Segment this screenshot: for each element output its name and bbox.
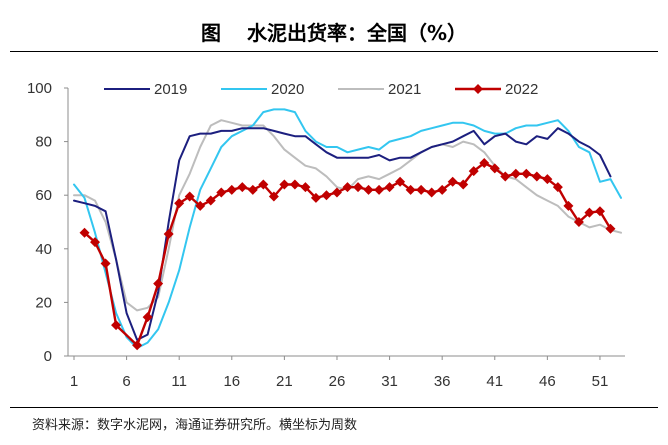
y-tick-label: 60	[35, 187, 52, 204]
series-point-2022	[247, 184, 258, 195]
series-point-2022	[279, 179, 290, 190]
series-point-2022	[584, 207, 595, 218]
series-point-2022	[310, 192, 321, 203]
series-point-2022	[489, 163, 500, 174]
series-point-2022	[132, 340, 143, 351]
series-point-2022	[510, 168, 521, 179]
series-point-2022	[395, 176, 406, 187]
series-point-2022	[153, 278, 164, 289]
series-point-2022	[79, 227, 90, 238]
figure-label: 图	[200, 20, 221, 45]
figure-title: 图 水泥出货率：全国（%）	[0, 16, 668, 46]
y-tick-label: 20	[35, 294, 52, 311]
series-line-2019	[73, 127, 612, 341]
x-tick-label: 6	[122, 373, 130, 390]
source-note: 资料来源：数字水泥网，海通证券研究所。横坐标为周数	[32, 418, 358, 433]
series-point-2022	[300, 182, 311, 193]
series-point-2022	[500, 171, 511, 182]
series-point-2022	[289, 179, 300, 190]
series-point-2022	[531, 171, 542, 182]
legend-label-2022: 2022	[505, 81, 538, 98]
x-tick-label: 36	[434, 373, 451, 390]
series-point-2022	[416, 184, 427, 195]
series-point-2022	[321, 190, 332, 201]
series-point-2022	[594, 206, 605, 217]
legend-label-2021: 2021	[388, 81, 421, 98]
series-point-2022	[563, 200, 574, 211]
series-point-2022	[195, 200, 206, 211]
series-point-2022	[437, 184, 448, 195]
series-point-2022	[447, 176, 458, 187]
series-point-2022	[542, 174, 553, 185]
x-tick-label: 16	[223, 373, 240, 390]
series-lines	[73, 108, 622, 351]
x-tick-label: 31	[381, 373, 398, 390]
series-point-2022	[237, 182, 248, 193]
series-point-2022	[142, 312, 153, 323]
series-point-2022	[353, 182, 364, 193]
series-point-2022	[100, 258, 111, 269]
series-point-2022	[90, 237, 101, 248]
series-point-2022	[184, 191, 195, 202]
x-tick-label: 41	[486, 373, 503, 390]
series-point-2022	[426, 187, 437, 198]
legend: 2019 2020 2021 2022	[104, 81, 538, 98]
y-tick-label: 0	[44, 348, 52, 365]
chart-title: 水泥出货率：全国（%）	[246, 20, 468, 45]
series-point-2022	[258, 179, 269, 190]
series-point-2022	[331, 187, 342, 198]
x-tick-label: 21	[276, 373, 293, 390]
series-point-2022	[342, 182, 353, 193]
legend-label-2019: 2019	[154, 81, 187, 98]
series-point-2022	[205, 195, 216, 206]
series-point-2022	[605, 223, 616, 234]
legend-marker-2022	[473, 84, 483, 94]
series-point-2022	[458, 179, 469, 190]
y-tick-label: 80	[35, 134, 52, 151]
series-point-2022	[216, 187, 227, 198]
x-tick-label: 51	[592, 373, 609, 390]
y-tick-label: 40	[35, 241, 52, 258]
series-line-2020	[73, 108, 622, 349]
series-point-2022	[573, 217, 584, 227]
x-tick-label: 11	[171, 373, 187, 390]
x-tick-label: 1	[70, 373, 78, 390]
y-tick-label: 100	[27, 80, 52, 97]
series-point-2022	[111, 320, 122, 331]
series-point-2022	[384, 182, 395, 193]
series-point-2022	[363, 184, 374, 195]
series-point-2022	[163, 229, 174, 240]
series-point-2022	[226, 184, 237, 195]
legend-label-2020: 2020	[271, 81, 304, 98]
series-point-2022	[405, 184, 416, 195]
series-point-2022	[479, 158, 490, 169]
series-point-2022	[268, 191, 279, 202]
series-point-2022	[468, 166, 479, 177]
series-point-2022	[174, 198, 185, 209]
x-tick-label: 26	[329, 373, 346, 390]
series-point-2022	[552, 182, 563, 193]
series-point-2022	[374, 184, 385, 195]
title-divider	[10, 51, 658, 52]
source-divider	[10, 407, 658, 408]
series-point-2022	[521, 168, 532, 179]
x-tick-label: 46	[539, 373, 556, 390]
